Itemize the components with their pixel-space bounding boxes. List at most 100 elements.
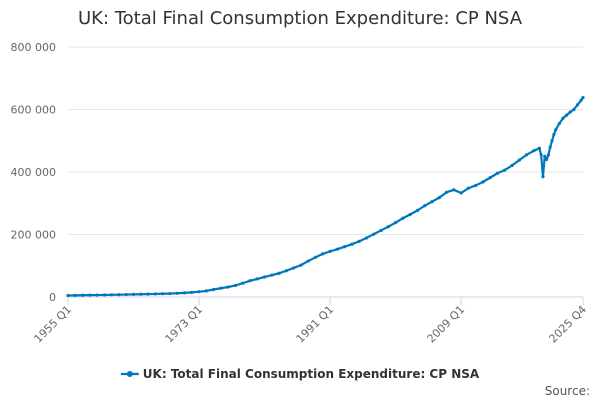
y-axis: 0 200 000 400 000 600 000 800 000 xyxy=(11,41,57,304)
data-point[interactable] xyxy=(117,293,121,297)
data-point[interactable] xyxy=(550,139,554,143)
y-tick-label: 400 000 xyxy=(11,166,57,179)
data-point[interactable] xyxy=(153,292,157,296)
data-point[interactable] xyxy=(532,149,536,153)
data-point[interactable] xyxy=(182,291,187,295)
data-point[interactable] xyxy=(168,291,172,296)
data-point[interactable] xyxy=(364,236,369,240)
legend-label: UK: Total Final Consumption Expenditure:… xyxy=(143,367,480,381)
data-point[interactable] xyxy=(557,121,561,126)
data-point[interactable] xyxy=(233,283,238,288)
data-point[interactable] xyxy=(545,157,549,162)
chart-title: UK: Total Final Consumption Expenditure:… xyxy=(77,8,523,29)
data-point[interactable] xyxy=(581,96,585,100)
data-point[interactable] xyxy=(379,228,383,233)
data-point[interactable] xyxy=(204,289,208,293)
data-point[interactable] xyxy=(139,292,143,296)
data-point[interactable] xyxy=(554,128,558,132)
data-point[interactable] xyxy=(481,180,485,184)
data-point[interactable] xyxy=(190,290,194,294)
data-point[interactable] xyxy=(357,239,361,243)
data-point[interactable] xyxy=(306,259,310,263)
data-point[interactable] xyxy=(241,281,245,285)
data-point[interactable] xyxy=(437,196,441,200)
data-point[interactable] xyxy=(565,113,569,117)
data-point[interactable] xyxy=(423,204,427,208)
data-point[interactable] xyxy=(270,273,274,277)
grid-layer xyxy=(68,46,583,235)
data-point[interactable] xyxy=(299,263,303,267)
data-point[interactable] xyxy=(568,110,572,114)
x-tick-label: 2009 Q1 xyxy=(425,303,468,346)
data-point[interactable] xyxy=(517,158,521,162)
data-point[interactable] xyxy=(575,103,580,107)
data-point[interactable] xyxy=(539,153,543,157)
data-point[interactable] xyxy=(466,186,470,190)
data-point[interactable] xyxy=(444,190,449,194)
data-point[interactable] xyxy=(524,153,529,157)
data-point[interactable] xyxy=(430,200,434,204)
data-point[interactable] xyxy=(131,292,136,297)
data-point[interactable] xyxy=(66,293,70,298)
data-point[interactable] xyxy=(211,287,216,292)
data-point[interactable] xyxy=(543,154,547,158)
data-point[interactable] xyxy=(572,107,576,112)
data-point[interactable] xyxy=(146,292,150,296)
data-point[interactable] xyxy=(321,252,325,256)
legend-marker-dot xyxy=(126,371,133,377)
data-point[interactable] xyxy=(328,249,332,253)
data-point[interactable] xyxy=(537,146,541,150)
data-point[interactable] xyxy=(474,183,478,188)
data-point[interactable] xyxy=(335,247,339,251)
y-tick-label: 200 000 xyxy=(11,229,57,242)
data-point[interactable] xyxy=(219,286,223,290)
data-point[interactable] xyxy=(488,176,492,180)
data-point[interactable] xyxy=(292,266,296,270)
data-point[interactable] xyxy=(393,221,398,225)
data-point[interactable] xyxy=(124,292,128,297)
data-point[interactable] xyxy=(372,232,376,236)
x-tick-label: 2025 Q4 xyxy=(547,303,590,346)
data-point[interactable] xyxy=(255,277,259,281)
data-point[interactable] xyxy=(73,293,77,297)
data-point[interactable] xyxy=(95,293,99,297)
source-label[interactable]: Source: xyxy=(545,384,590,398)
x-tick-label: 1991 Q1 xyxy=(294,303,337,346)
series-line[interactable] xyxy=(66,96,585,297)
legend[interactable]: UK: Total Final Consumption Expenditure:… xyxy=(120,367,480,381)
data-point[interactable] xyxy=(197,290,201,294)
data-point[interactable] xyxy=(561,116,565,120)
data-point[interactable] xyxy=(262,275,267,279)
data-point[interactable] xyxy=(175,291,179,295)
data-point[interactable] xyxy=(548,145,552,149)
data-point[interactable] xyxy=(226,285,230,289)
data-point[interactable] xyxy=(415,208,419,213)
data-point[interactable] xyxy=(110,293,114,297)
data-point[interactable] xyxy=(495,171,500,175)
y-tick-label: 800 000 xyxy=(11,41,57,54)
data-point[interactable] xyxy=(510,163,514,168)
y-tick-label: 0 xyxy=(49,291,56,304)
data-point[interactable] xyxy=(386,225,390,229)
data-point[interactable] xyxy=(343,245,347,249)
data-point[interactable] xyxy=(459,191,463,195)
data-point[interactable] xyxy=(350,242,354,246)
data-point[interactable] xyxy=(546,153,551,157)
data-point[interactable] xyxy=(541,175,545,179)
data-point[interactable] xyxy=(277,271,281,275)
x-tick-label: 1955 Q1 xyxy=(32,303,75,346)
data-point[interactable] xyxy=(401,216,405,220)
data-point[interactable] xyxy=(284,269,288,273)
data-point[interactable] xyxy=(80,293,85,297)
data-point[interactable] xyxy=(248,279,252,283)
data-point[interactable] xyxy=(102,293,106,297)
data-point[interactable] xyxy=(88,293,92,297)
data-point[interactable] xyxy=(579,98,583,102)
data-point[interactable] xyxy=(503,168,507,172)
data-point[interactable] xyxy=(161,292,165,296)
data-point[interactable] xyxy=(552,132,556,137)
data-point[interactable] xyxy=(452,188,456,192)
data-point[interactable] xyxy=(408,212,412,217)
data-point[interactable] xyxy=(313,255,318,259)
x-axis: 1955 Q1 1973 Q1 1991 Q1 2009 Q1 2025 Q4 xyxy=(32,297,590,346)
